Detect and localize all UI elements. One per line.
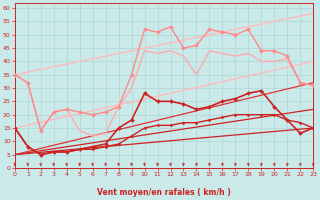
X-axis label: Vent moyen/en rafales ( km/h ): Vent moyen/en rafales ( km/h ) <box>97 188 231 197</box>
